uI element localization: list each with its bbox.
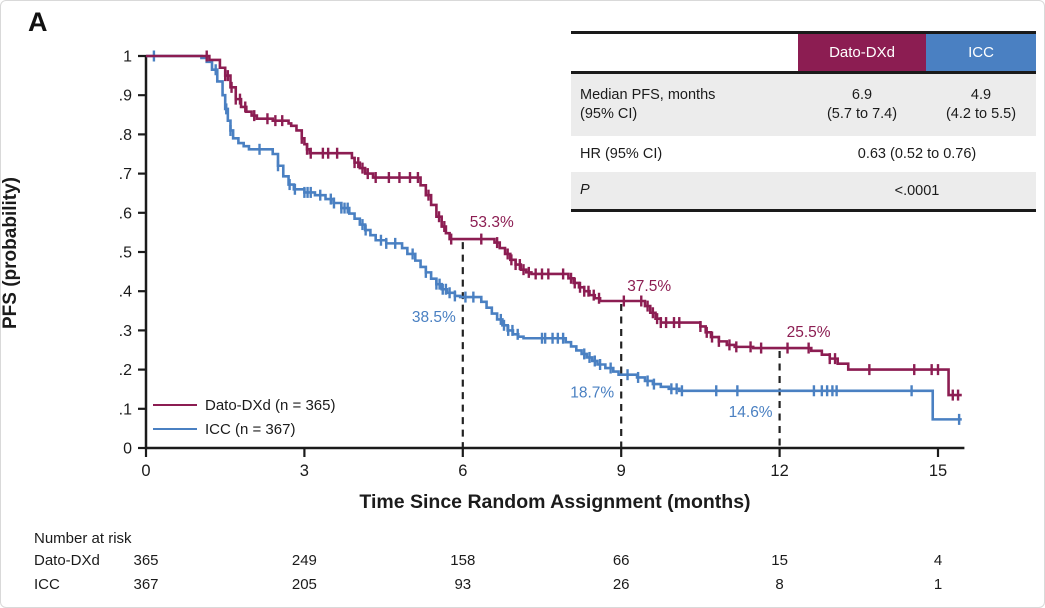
km-chart: 0 .1 .2 .3 .4 .5 .6 .7 .8 .9 1 0 3 6 9 12 15 38.5% 18.7% 14… — [119, 49, 965, 480]
risk-row-label-dato-dxd: Dato-DXd — [34, 552, 100, 569]
y-tick-label: .5 — [119, 245, 132, 262]
annotation-53.3%: 53.3% — [470, 214, 514, 231]
y-axis-title: PFS (probability) — [0, 177, 21, 329]
legend-item-icc: ICC (n = 367) — [153, 417, 335, 441]
stats-header-icc: ICC — [926, 34, 1036, 71]
stats-table-header: Dato-DXd ICC — [571, 34, 1036, 74]
y-tick-label: 0 — [123, 441, 132, 458]
km-curve-dato-dxd — [146, 54, 962, 397]
y-tick-label: .3 — [119, 323, 132, 340]
median-pfs-icc-ci: (4.2 to 5.5) — [945, 106, 1017, 122]
annotation-18.7%: 18.7% — [570, 385, 614, 402]
stats-header-blank — [571, 34, 798, 71]
x-tick-label: 6 — [458, 462, 467, 480]
y-tick-label: .8 — [119, 127, 132, 144]
annotation-37.5%: 37.5% — [627, 278, 671, 295]
legend-line-swatch — [153, 404, 197, 406]
x-tick-label: 12 — [770, 462, 788, 480]
legend-label: Dato-DXd (n = 365) — [205, 396, 336, 414]
risk-count: 8 — [775, 576, 784, 593]
chart-legend: Dato-DXd (n = 365) ICC (n = 367) — [153, 393, 335, 441]
panel-label: A — [28, 7, 48, 37]
risk-count: 365 — [133, 552, 159, 569]
median-pfs-label-line2: (95% CI) — [580, 106, 638, 122]
legend-line-swatch — [153, 428, 197, 430]
x-tick-label: 0 — [141, 462, 150, 480]
x-tick-label: 3 — [300, 462, 309, 480]
median-pfs-icc-value: 4.9 — [970, 87, 992, 103]
y-tick-label: .6 — [119, 205, 132, 222]
median-pfs-dato-ci: (5.7 to 7.4) — [826, 106, 898, 122]
annotation-25.5%: 25.5% — [787, 324, 831, 341]
y-tick-label: .1 — [119, 401, 132, 418]
risk-count: 205 — [291, 576, 317, 593]
median-pfs-label-line1: Median PFS, months — [580, 87, 716, 103]
y-tick-label: .9 — [119, 88, 132, 105]
x-tick-label: 9 — [617, 462, 626, 480]
x-tick-label: 15 — [929, 462, 947, 480]
risk-count: 66 — [612, 552, 630, 569]
x-axis-title: Time Since Random Assignment (months) — [359, 491, 751, 513]
annotation-38.5%: 38.5% — [412, 309, 456, 326]
risk-row-label-icc: ICC — [34, 576, 60, 593]
hr-label: HR (95% CI) — [580, 145, 663, 162]
median-pfs-dato-value: 6.9 — [851, 87, 873, 103]
annotation-14.6%: 14.6% — [729, 404, 773, 421]
y-tick-label: .2 — [119, 362, 132, 379]
y-tick-label: .7 — [119, 166, 132, 183]
risk-count: 15 — [771, 552, 788, 569]
risk-count: 158 — [450, 552, 476, 569]
p-value: <.0001 — [894, 182, 940, 199]
risk-table-title: Number at risk — [34, 530, 132, 547]
risk-count: 367 — [133, 576, 159, 593]
km-curve-icc — [146, 54, 962, 421]
risk-count: 93 — [454, 576, 472, 593]
risk-count: 4 — [933, 552, 943, 569]
legend-label: ICC (n = 367) — [205, 420, 296, 438]
risk-count: 26 — [612, 576, 630, 593]
stats-row-hr: HR (95% CI) 0.63 (0.52 to 0.76) — [571, 136, 1036, 172]
stats-table: Dato-DXd ICC Median PFS, months (95% CI)… — [571, 31, 1036, 212]
hr-value: 0.63 (0.52 to 0.76) — [857, 146, 977, 162]
y-tick-label: .4 — [119, 284, 132, 301]
risk-count: 1 — [933, 576, 943, 593]
stats-row-p: P <.0001 — [571, 172, 1036, 209]
stats-row-median-pfs: Median PFS, months (95% CI) 6.9 (5.7 to … — [571, 74, 1036, 136]
p-label: P — [580, 182, 590, 198]
legend-item-dato-dxd: Dato-DXd (n = 365) — [153, 393, 335, 417]
stats-header-dato-dxd: Dato-DXd — [798, 34, 926, 71]
risk-count: 249 — [291, 552, 317, 569]
y-tick-label: 1 — [123, 49, 132, 66]
